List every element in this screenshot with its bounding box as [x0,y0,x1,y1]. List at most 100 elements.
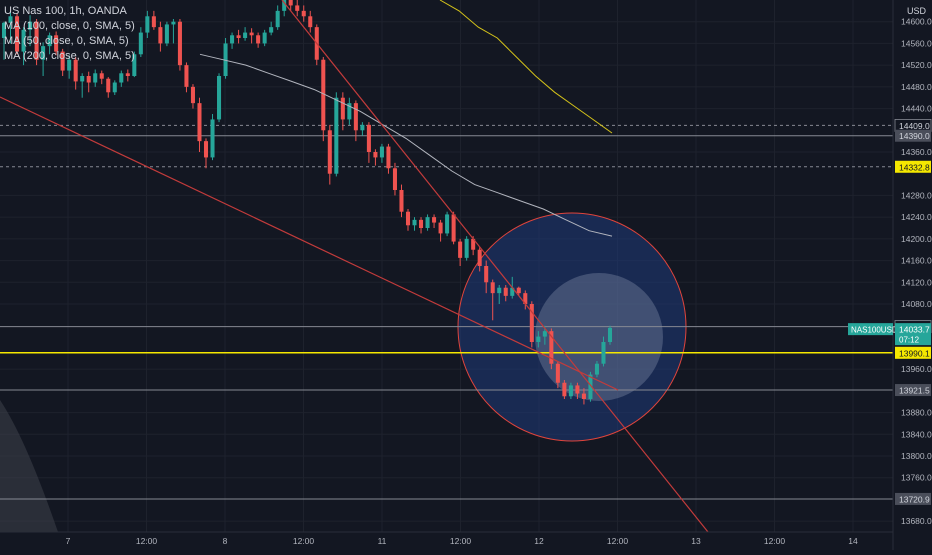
candle-body [432,217,437,223]
indicator-ma200[interactable]: MA (200, close, 0, SMA, 5) [4,50,135,62]
candle-body [145,16,150,33]
candle-body [93,73,98,83]
candle-body [223,43,228,76]
candle-body [8,16,13,23]
x-tick-label: 12:00 [136,536,158,546]
x-tick-label: 7 [66,536,71,546]
ma100-line [199,53,613,237]
candle-body [80,76,85,82]
y-tick-label: 14360.0 [901,147,932,157]
candle-body [575,385,580,394]
candle-body [607,327,613,342]
candle-body [256,35,261,44]
currency-label: USD [906,6,926,16]
candle-body [21,29,26,52]
price-axis: 14600.0 14560.0 14520.0 14480.0 14440.0 14360… [892,0,932,550]
trendline-lower [0,96,619,391]
candle-body [503,287,508,296]
candle-body [275,10,280,28]
candle-body [177,21,182,66]
x-tick-label: 12:00 [607,536,629,546]
candle-body [249,32,254,36]
y-tick-label: 14240.0 [901,212,932,222]
candle-body [132,54,137,76]
candle-body [484,266,489,283]
y-tick-label: 14120.0 [901,277,932,287]
candle-body [588,374,593,399]
legend: US Nas 100, 1h, OANDA MA (100, close, 0,… [4,4,135,64]
symbol-title[interactable]: US Nas 100, 1h, OANDA [4,5,127,17]
y-tick-label: 13680.0 [901,516,932,526]
candle-body [419,219,424,228]
candle-body [490,282,495,294]
candle-body [516,287,521,294]
candle-body [594,363,599,375]
candle-body [125,73,130,76]
y-tick-label: 13840.0 [901,429,932,439]
x-tick-label: 12:00 [764,536,786,546]
price-label-box [895,492,931,505]
candle-body [477,249,482,266]
candle-body [28,21,33,30]
candle-body [138,32,143,55]
candle-body [151,16,156,28]
candle-body [399,190,404,212]
candle-body [54,35,59,52]
candle-body [542,331,547,337]
candle-body [41,46,46,60]
y-tick-label: 14160.0 [901,256,932,266]
candle-body [464,238,469,258]
price-label-box [895,129,931,142]
candle-body [347,103,352,120]
candle-body [445,214,450,234]
drawings-back [0,124,893,532]
candle-body [230,35,235,44]
candle-body [243,32,248,38]
candle-body [288,0,293,6]
x-tick-label: 14 [848,536,858,546]
candle-body [334,97,339,174]
time-axis: 7 12:00 8 12:00 11 12:00 12 12:00 13 12:00 14 [0,531,893,546]
candle-body [458,241,463,258]
indicator-ma100[interactable]: MA (100, close, 0, SMA, 5) [4,20,135,32]
candle-body [119,73,124,83]
candle-body [106,78,111,93]
ma200-line [439,0,613,134]
candle-body [190,86,195,104]
candle-body [353,103,358,131]
countdown-text: 07:12 [899,336,920,345]
candle-body [236,35,241,38]
candle-body [601,342,606,364]
candle-body [295,5,300,11]
candle-body [210,119,215,158]
price-label-text: 13990.1 [899,348,930,358]
x-tick-label: 12 [534,536,544,546]
x-tick-label: 12:00 [450,536,472,546]
candle-body [164,24,169,44]
candle-body [536,336,541,342]
price-label-box [895,346,931,359]
candle-body [327,130,332,174]
candle-body [99,73,104,79]
candle-body [217,76,222,120]
candle-body [568,385,573,397]
candle-body [366,124,371,152]
candle-body [60,51,65,71]
candle-body [438,222,443,234]
candle-body [529,304,534,342]
y-tick-label: 13760.0 [901,473,932,483]
y-tick-label: 14200.0 [901,234,932,244]
x-tick-label: 13 [691,536,701,546]
y-tick-label: 14520.0 [901,60,932,70]
y-tick-label: 14080.0 [901,299,932,309]
candle-body [1,22,7,38]
price-labels: 14409.014390.014332.814038.413990.113921… [848,119,932,505]
x-tick-label: 8 [223,536,228,546]
candle-body [392,168,397,190]
candles [1,0,613,405]
candle-body [15,16,20,52]
indicator-ma50[interactable]: MA (50, close, 0, SMA, 5) [4,35,129,47]
candle-body [184,65,189,87]
